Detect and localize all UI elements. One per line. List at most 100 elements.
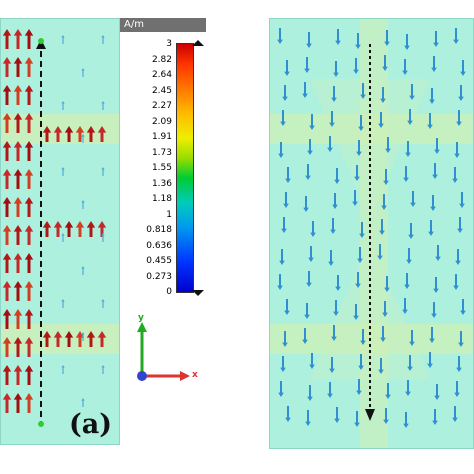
field-arrow-down: [332, 193, 338, 209]
colorbar-tick-label: 0.455: [146, 256, 172, 266]
current-field-panel-b: [269, 18, 474, 449]
field-arrow-down: [454, 142, 460, 158]
field-arrow-strong: [2, 393, 12, 413]
field-arrow-down: [285, 406, 291, 422]
field-arrow-strong: [75, 331, 85, 347]
field-arrow-weak: [61, 101, 65, 110]
field-arrow-down: [427, 113, 433, 129]
field-arrow-down: [405, 380, 411, 396]
field-arrow-strong: [2, 169, 12, 189]
field-arrow-down: [353, 58, 359, 74]
field-arrow-down: [329, 111, 335, 127]
field-arrow-down: [306, 32, 312, 48]
field-arrow-weak: [61, 233, 65, 242]
field-arrow-down: [278, 381, 284, 397]
field-plot-b: [270, 19, 473, 448]
field-arrow-down: [360, 83, 366, 99]
field-arrow-down: [279, 249, 285, 265]
field-arrow-down: [404, 34, 410, 50]
field-arrow-down: [433, 277, 439, 293]
field-arrow-down: [285, 167, 291, 183]
field-arrow-strong: [86, 126, 96, 142]
field-arrow-down: [427, 352, 433, 368]
field-arrow-down: [284, 299, 290, 315]
field-arrow-down: [453, 28, 459, 44]
field-arrow-down: [460, 299, 466, 315]
field-arrow-down: [356, 379, 362, 395]
field-arrow-strong: [13, 197, 23, 217]
field-arrow-strong: [42, 221, 52, 237]
field-arrow-weak: [61, 299, 65, 308]
field-arrow-down: [305, 410, 311, 426]
field-arrow-strong: [64, 126, 74, 142]
field-arrow-down: [455, 249, 461, 265]
field-arrow-down: [329, 357, 335, 373]
field-arrow-strong: [2, 113, 12, 133]
path-endpoint-bottom: [38, 421, 44, 427]
field-arrow-down: [308, 246, 314, 262]
field-arrow-down: [409, 330, 415, 346]
field-arrow-down: [353, 304, 359, 320]
colorbar-tick-label: 2.64: [151, 70, 172, 80]
field-arrow-strong: [75, 126, 85, 142]
field-arrow-down: [278, 142, 284, 158]
field-arrow-strong: [24, 365, 34, 385]
field-arrow-strong: [2, 253, 12, 273]
field-arrow-strong: [2, 365, 12, 385]
field-arrow-down: [303, 196, 309, 212]
max-marker-icon: [192, 40, 204, 46]
field-arrow-down: [406, 248, 412, 264]
field-arrow-down: [355, 33, 361, 49]
field-arrow-down: [458, 331, 464, 347]
field-arrow-weak: [61, 365, 65, 374]
field-arrow-strong: [2, 29, 12, 49]
field-arrow-strong: [24, 57, 34, 77]
field-arrow-down: [306, 271, 312, 287]
field-arrow-down: [333, 300, 339, 316]
field-arrow-down: [282, 85, 288, 101]
field-arrow-strong: [53, 221, 63, 237]
field-arrow-down: [378, 112, 384, 128]
field-arrow-weak: [81, 332, 85, 341]
field-arrow-down: [382, 301, 388, 317]
z-axis-label: z: [138, 370, 144, 380]
field-arrow-down: [377, 244, 383, 260]
field-arrow-strong: [24, 281, 34, 301]
arrow-field-b: [277, 28, 466, 428]
field-arrow-down: [458, 85, 464, 101]
field-arrow-down: [456, 356, 462, 372]
field-arrow-down: [430, 195, 436, 211]
field-arrow-down: [452, 406, 458, 422]
field-arrow-down: [309, 353, 315, 369]
field-arrow-down: [432, 163, 438, 179]
field-arrow-weak: [101, 365, 105, 374]
field-arrow-strong: [13, 113, 23, 133]
field-arrow-down: [432, 409, 438, 425]
field-arrow-strong: [24, 197, 34, 217]
field-arrow-down: [330, 218, 336, 234]
colorbar-markers: [192, 40, 204, 296]
field-arrow-down: [435, 245, 441, 261]
field-arrow-strong: [53, 126, 63, 142]
field-arrow-down: [402, 298, 408, 314]
field-arrow-strong: [24, 29, 34, 49]
field-arrow-down: [357, 247, 363, 263]
field-arrow-strong: [2, 337, 12, 357]
field-arrow-strong: [24, 309, 34, 329]
colorbar-tick-label: 1.55: [151, 163, 172, 173]
field-arrow-down: [307, 139, 313, 155]
colorbar-tick-label: 0: [166, 287, 172, 297]
colorbar-tick-label: 2.45: [151, 85, 172, 96]
field-arrow-down: [335, 275, 341, 291]
field-arrow-down: [460, 60, 466, 76]
field-arrow-down: [358, 115, 364, 131]
field-arrow-down: [334, 407, 340, 423]
field-arrow-strong: [13, 225, 23, 245]
colorbar: [176, 43, 194, 293]
field-arrow-strong: [24, 225, 34, 245]
axis-triad: [137, 322, 190, 381]
y-axis-label: y: [138, 313, 144, 323]
field-arrow-down: [381, 194, 387, 210]
field-arrow-down: [402, 59, 408, 75]
field-arrow-strong: [13, 85, 23, 105]
